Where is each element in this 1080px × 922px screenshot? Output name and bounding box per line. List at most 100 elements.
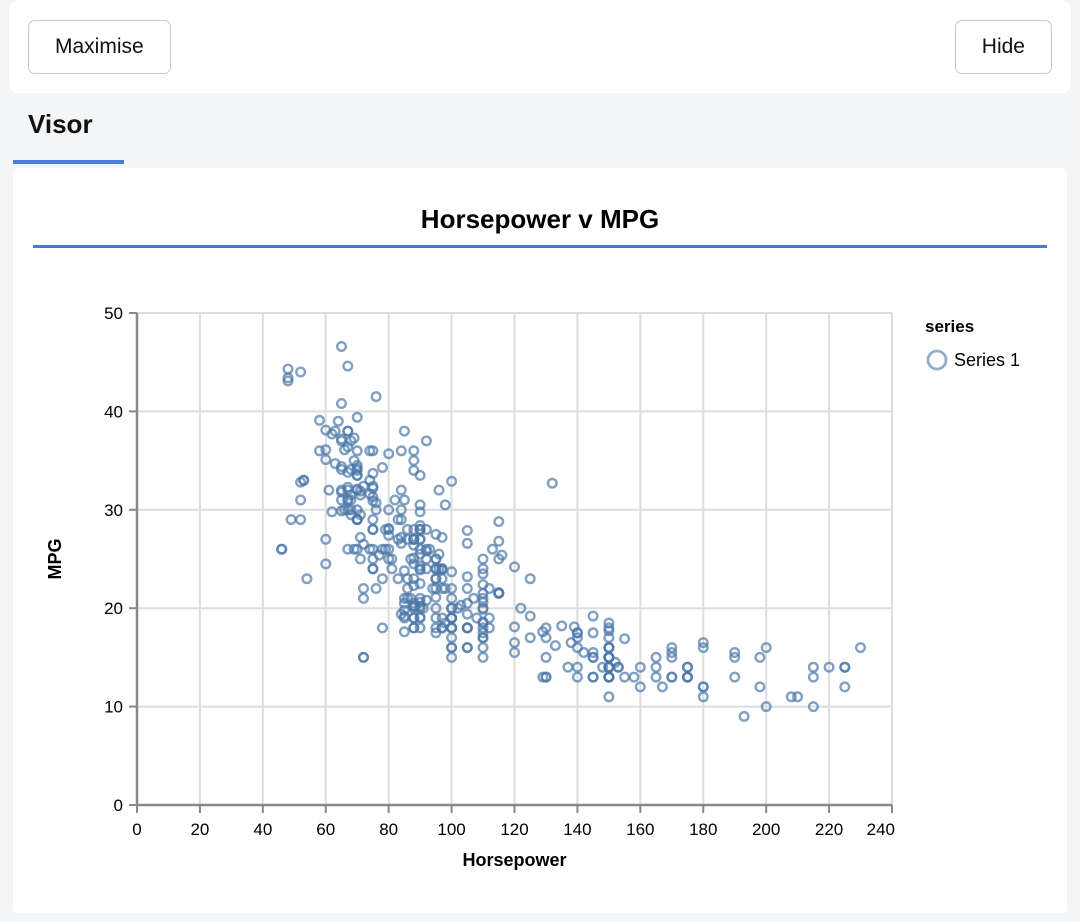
scatter-point: [420, 594, 432, 606]
scatter-point: [461, 537, 473, 549]
scatter-point: [345, 494, 357, 506]
scatter-point: [370, 391, 382, 403]
scatter-point: [455, 599, 467, 611]
hide-button[interactable]: Hide: [954, 19, 1052, 74]
legend: series Series 1: [925, 317, 1020, 371]
x-axis-title: Horsepower: [462, 850, 566, 870]
svg-text:50: 50: [104, 304, 123, 323]
scatter-point: [524, 632, 536, 644]
scatter-point: [358, 583, 370, 595]
scatter-point: [461, 525, 473, 537]
scatter-point: [342, 484, 354, 496]
scatter-point: [666, 671, 678, 683]
scatter-point: [282, 372, 294, 384]
scatter-point: [354, 553, 366, 565]
scatter-point: [367, 445, 379, 457]
scatter-point: [738, 710, 750, 722]
chart-container: 0 20 40 60 80 100 120 140 160 180 200 220 240 0 10 20 30…: [13, 248, 1067, 908]
scatter-point: [351, 445, 363, 457]
scatter-point: [609, 656, 621, 668]
scatter-point: [336, 460, 348, 472]
scatter-point: [408, 455, 420, 467]
scatter-point: [807, 671, 819, 683]
svg-text:240: 240: [867, 820, 895, 839]
scatter-point: [477, 553, 489, 565]
scatter-point: [587, 610, 599, 622]
scatter-point: [477, 642, 489, 654]
scatter-point: [493, 535, 505, 547]
axis-titles: Horsepower MPG: [45, 538, 567, 870]
svg-text:200: 200: [752, 820, 780, 839]
scatter-point: [414, 499, 426, 511]
scatter-point: [461, 597, 473, 609]
scatter-point: [398, 565, 410, 577]
scatter-point: [682, 671, 694, 683]
svg-text:140: 140: [563, 820, 591, 839]
scatter-point: [446, 475, 458, 487]
scatter-point: [276, 543, 288, 555]
scatter-point: [446, 632, 458, 644]
scatter-point: [395, 514, 407, 526]
scatter-point: [855, 642, 867, 654]
scatter-point: [420, 543, 432, 555]
scatter-point: [386, 563, 398, 575]
maximise-button[interactable]: Maximise: [28, 19, 171, 74]
scatter-point: [408, 552, 420, 564]
scatter-point: [370, 504, 382, 516]
scatter-point: [650, 661, 662, 673]
scatter-point: [383, 504, 395, 516]
scatter-point: [477, 596, 489, 608]
scatter-point: [792, 691, 804, 703]
tab-visor[interactable]: Visor: [28, 109, 93, 139]
scatter-point: [496, 549, 508, 561]
scatter-point: [320, 454, 332, 466]
scatter-point: [370, 497, 382, 509]
scatter-point: [682, 661, 694, 673]
scatter-point: [477, 568, 489, 580]
scatter-point: [461, 608, 473, 620]
scatter-point: [509, 561, 521, 573]
scatter-point: [650, 651, 662, 663]
scatter-point: [446, 566, 458, 578]
scatter-point: [634, 681, 646, 693]
svg-text:220: 220: [815, 820, 843, 839]
svg-text:0: 0: [114, 796, 123, 815]
scatter-point: [414, 578, 426, 590]
scatter-point: [666, 642, 678, 654]
scatter-point: [301, 573, 313, 585]
svg-text:40: 40: [253, 820, 272, 839]
scatter-point: [562, 661, 574, 673]
scatter-point: [320, 558, 332, 570]
scatter-point: [754, 651, 766, 663]
scatter-point: [342, 360, 354, 372]
y-axis-title: MPG: [45, 538, 65, 579]
scatter-point: [420, 435, 432, 447]
scatter-point: [430, 573, 442, 585]
scatter-point: [408, 600, 420, 612]
scatter-point: [380, 543, 392, 555]
scatter-point: [656, 681, 668, 693]
scatter-point: [323, 484, 335, 496]
scatter-point: [414, 564, 426, 576]
scatter-point: [295, 366, 307, 378]
scatter-point: [509, 637, 521, 649]
scatter-point: [398, 425, 410, 437]
scatter-point: [823, 661, 835, 673]
scatter-point: [697, 642, 709, 654]
scatter-point: [414, 611, 426, 623]
scatter-point: [587, 651, 599, 663]
scatter-point: [332, 415, 344, 427]
scatter-point: [697, 637, 709, 649]
scatter-point: [650, 671, 662, 683]
scatter-point: [729, 671, 741, 683]
scatter-point: [433, 484, 445, 496]
grid-lines: [136, 312, 893, 806]
scatter-point: [345, 435, 357, 447]
scatter-point: [697, 691, 709, 703]
scatter-point: [760, 642, 772, 654]
scatter-point: [477, 603, 489, 615]
scatter-point: [295, 514, 307, 526]
scatter-point: [729, 647, 741, 659]
scatter-point: [603, 632, 615, 644]
scatter-point: [430, 627, 442, 639]
